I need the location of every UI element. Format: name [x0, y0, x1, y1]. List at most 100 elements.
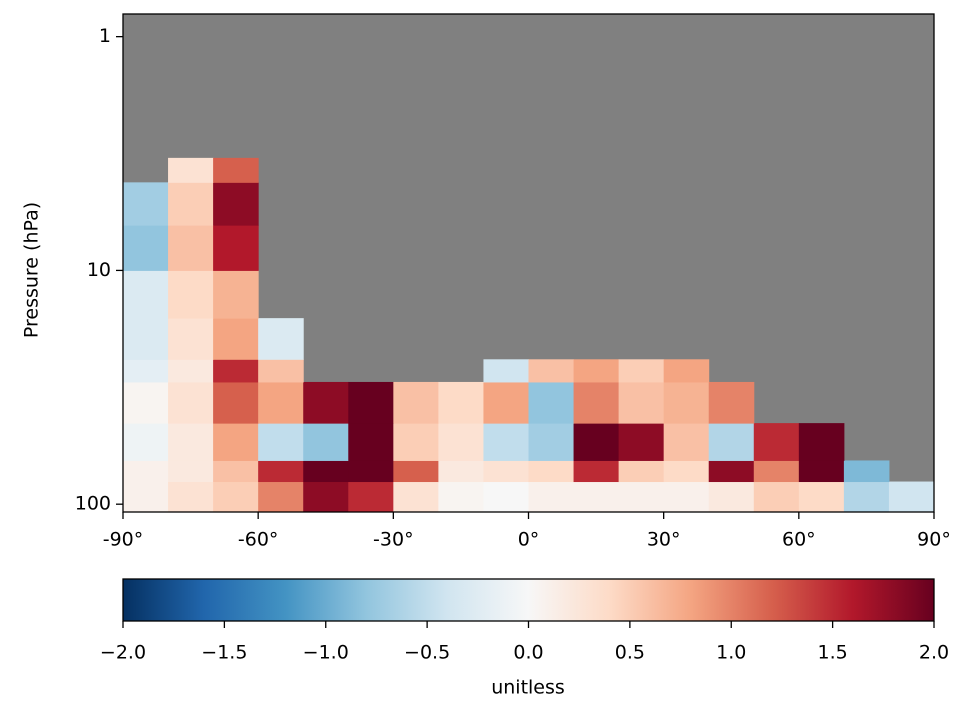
cell: [483, 423, 529, 461]
cell: [753, 481, 800, 513]
cell: [168, 481, 214, 513]
cell: [393, 423, 439, 461]
cell: [348, 481, 394, 513]
cell: [258, 318, 304, 360]
cell: [258, 460, 304, 483]
colorbar-tick-label: 0.5: [615, 642, 645, 664]
colorbar-tick-label: 0.0: [513, 642, 543, 664]
cell: [348, 460, 394, 483]
cell: [168, 460, 214, 483]
cell: [123, 381, 169, 424]
x-tick-label: 30°: [647, 529, 681, 551]
cell: [393, 481, 439, 513]
cell: [798, 423, 845, 461]
cell: [573, 481, 620, 513]
cell: [213, 270, 259, 319]
colorbar-tick-label: 1.5: [818, 642, 848, 664]
cell: [483, 359, 529, 383]
colorbar: [122, 578, 935, 622]
cell: [438, 460, 484, 483]
y-tick-label: 10: [87, 259, 111, 281]
cell: [168, 225, 214, 271]
cell: [258, 381, 304, 424]
cell: [438, 481, 484, 513]
y-tick-label: 1: [99, 25, 111, 47]
cell: [843, 481, 890, 513]
cell: [213, 460, 259, 483]
cell: [123, 182, 169, 226]
cell: [618, 460, 665, 483]
cell: [663, 381, 710, 424]
x-tick-label: -90°: [103, 529, 144, 551]
cell: [213, 182, 259, 226]
colorbar-tick-label: 1.0: [716, 642, 746, 664]
cell: [348, 423, 394, 461]
cell: [483, 460, 529, 483]
cell: [123, 225, 169, 271]
cell: [123, 318, 169, 360]
cell: [348, 381, 394, 424]
x-tick-label: -60°: [238, 529, 279, 551]
cell: [213, 225, 259, 271]
cell: [753, 423, 800, 461]
cell: [168, 182, 214, 226]
cell: [618, 423, 665, 461]
colorbar-tick-label: 2.0: [919, 642, 949, 664]
cell: [213, 359, 259, 383]
y-axis-label: Pressure (hPa): [21, 202, 43, 338]
cell: [663, 423, 710, 461]
cell: [213, 423, 259, 461]
cell: [303, 481, 349, 513]
x-tick-label: -30°: [373, 529, 414, 551]
colorbar-tick-label: −1.5: [201, 642, 247, 664]
cell: [438, 423, 484, 461]
colorbar-tick-label: −0.5: [404, 642, 450, 664]
x-tick-label: 90°: [917, 529, 951, 551]
x-tick-label: 60°: [782, 529, 816, 551]
cell: [573, 359, 620, 383]
colorbar-tick-label: −1.0: [303, 642, 349, 664]
cell: [528, 381, 575, 424]
x-tick-label: 0°: [518, 529, 540, 551]
cell: [168, 270, 214, 319]
cell: [168, 423, 214, 461]
cell: [708, 423, 755, 461]
cell: [213, 318, 259, 360]
cell: [663, 359, 710, 383]
cell: [888, 481, 935, 513]
cell: [528, 423, 575, 461]
cell: [573, 423, 620, 461]
cell: [483, 481, 529, 513]
cell: [663, 460, 710, 483]
cell: [618, 381, 665, 424]
cell: [663, 481, 710, 513]
cell: [528, 359, 575, 383]
cell: [123, 481, 169, 513]
cell: [168, 381, 214, 424]
cell: [618, 359, 665, 383]
cell: [258, 423, 304, 461]
cell: [708, 481, 755, 513]
colorbar-label: unitless: [491, 677, 565, 699]
cell: [123, 270, 169, 319]
cell: [393, 460, 439, 483]
cell: [573, 381, 620, 424]
cell: [123, 359, 169, 383]
cell: [798, 460, 845, 483]
cell: [393, 381, 439, 424]
cell: [213, 381, 259, 424]
cell: [798, 481, 845, 513]
cell: [573, 460, 620, 483]
cell: [303, 381, 349, 424]
cell: [168, 157, 214, 183]
cell: [708, 381, 755, 424]
cell: [258, 359, 304, 383]
cell: [123, 423, 169, 461]
cell: [123, 460, 169, 483]
cell: [213, 157, 259, 183]
cell: [483, 381, 529, 424]
colorbar-tick-label: −2.0: [100, 642, 146, 664]
y-tick-label: 100: [75, 493, 111, 515]
cell: [618, 481, 665, 513]
